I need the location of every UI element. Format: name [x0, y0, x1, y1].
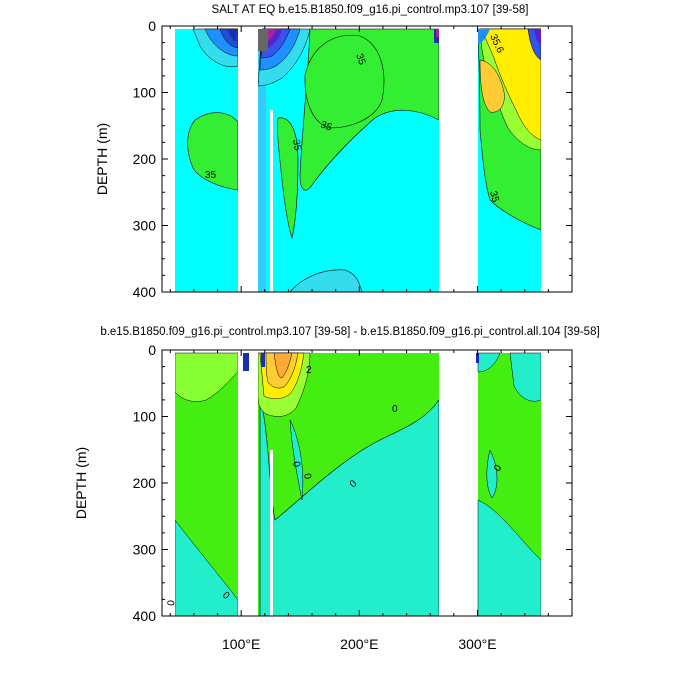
y-tick-label: 200: [133, 151, 157, 167]
x-tick-label: 200°E: [340, 636, 378, 652]
salinity-region-fresh: [534, 29, 541, 46]
y-tick-label: 100: [133, 85, 157, 101]
y-tick-label: 0: [148, 18, 156, 34]
contour-label: 0: [220, 590, 232, 602]
panel-1-ylabel: DEPTH (m): [94, 123, 110, 195]
contour-label: 35: [290, 139, 303, 152]
panel-2-contour-labels: 2 0 0 0 0 0 0 0: [166, 365, 505, 606]
salinity-region-fresh: [478, 29, 490, 44]
y-tick-label: 300: [133, 218, 157, 234]
difference-region-zero: [509, 352, 542, 402]
difference-region-negative: [261, 353, 265, 367]
land-gap: [249, 350, 258, 616]
x-tick-label: 100°E: [222, 636, 260, 652]
salinity-region-high: [277, 117, 299, 240]
salinity-region-min: [258, 29, 268, 51]
panel-1-ticks: 0 100 200 300 400: [133, 18, 573, 300]
contour-label: 0: [290, 461, 302, 469]
y-tick-label: 200: [133, 475, 157, 491]
x-tick-label: 300°E: [458, 636, 496, 652]
salinity-region-fresh: [228, 29, 237, 42]
land-gap: [270, 110, 273, 292]
land-gap: [439, 26, 478, 292]
difference-region-positive: [174, 352, 239, 402]
panel-2-ylabel: DEPTH (m): [73, 447, 89, 519]
salinity-field: [162, 26, 572, 292]
panel-1-title: SALT AT EQ b.e15.B1850.f09_g16.pi_contro…: [212, 4, 529, 16]
contour-label: 0: [166, 599, 177, 606]
land-gap: [270, 450, 273, 616]
land-gap: [238, 350, 242, 616]
contour-label: 35: [487, 190, 501, 204]
contour-label: 2: [306, 365, 312, 376]
difference-region-negative: [476, 353, 479, 363]
contour-label: 0: [301, 473, 313, 481]
panel-salinity: SALT AT EQ b.e15.B1850.f09_g16.pi_contro…: [94, 4, 573, 300]
contour-label: 35: [319, 119, 334, 133]
salinity-region-high: [304, 35, 385, 129]
y-tick-label: 400: [133, 608, 157, 624]
difference-region-zero: [289, 419, 304, 501]
contour-label: 0: [392, 404, 398, 415]
difference-region-zero: [477, 352, 501, 373]
contour-label: 0: [492, 463, 505, 474]
salinity-region-high: [187, 112, 239, 191]
salinity-region-deep: [289, 269, 363, 292]
salinity-region-high: [481, 28, 542, 141]
y-tick-label: 100: [133, 409, 157, 425]
contour-label: 35: [205, 170, 217, 181]
salinity-region-fresh: [436, 29, 439, 37]
difference-region-max: [273, 352, 293, 379]
difference-region-negative: [243, 353, 249, 371]
y-tick-label: 0: [148, 342, 156, 358]
salinity-region-max: [479, 59, 505, 113]
contour-label: 0: [348, 478, 360, 490]
panel-difference: b.e15.B1850.f09_g16.pi_control.mp3.107 […: [73, 326, 600, 652]
land-gap: [439, 350, 476, 616]
y-tick-label: 300: [133, 542, 157, 558]
salinity-region-strip: [258, 29, 266, 292]
contour-label: 35: [353, 52, 367, 67]
difference-region-zero: [486, 449, 498, 499]
difference-region-zero: [477, 499, 542, 616]
panel-2-title: b.e15.B1850.f09_g16.pi_control.mp3.107 […: [100, 326, 599, 338]
difference-region-zero: [259, 399, 440, 616]
land-gap: [238, 26, 258, 292]
difference-field: [162, 350, 572, 616]
y-tick-label: 400: [133, 284, 157, 300]
